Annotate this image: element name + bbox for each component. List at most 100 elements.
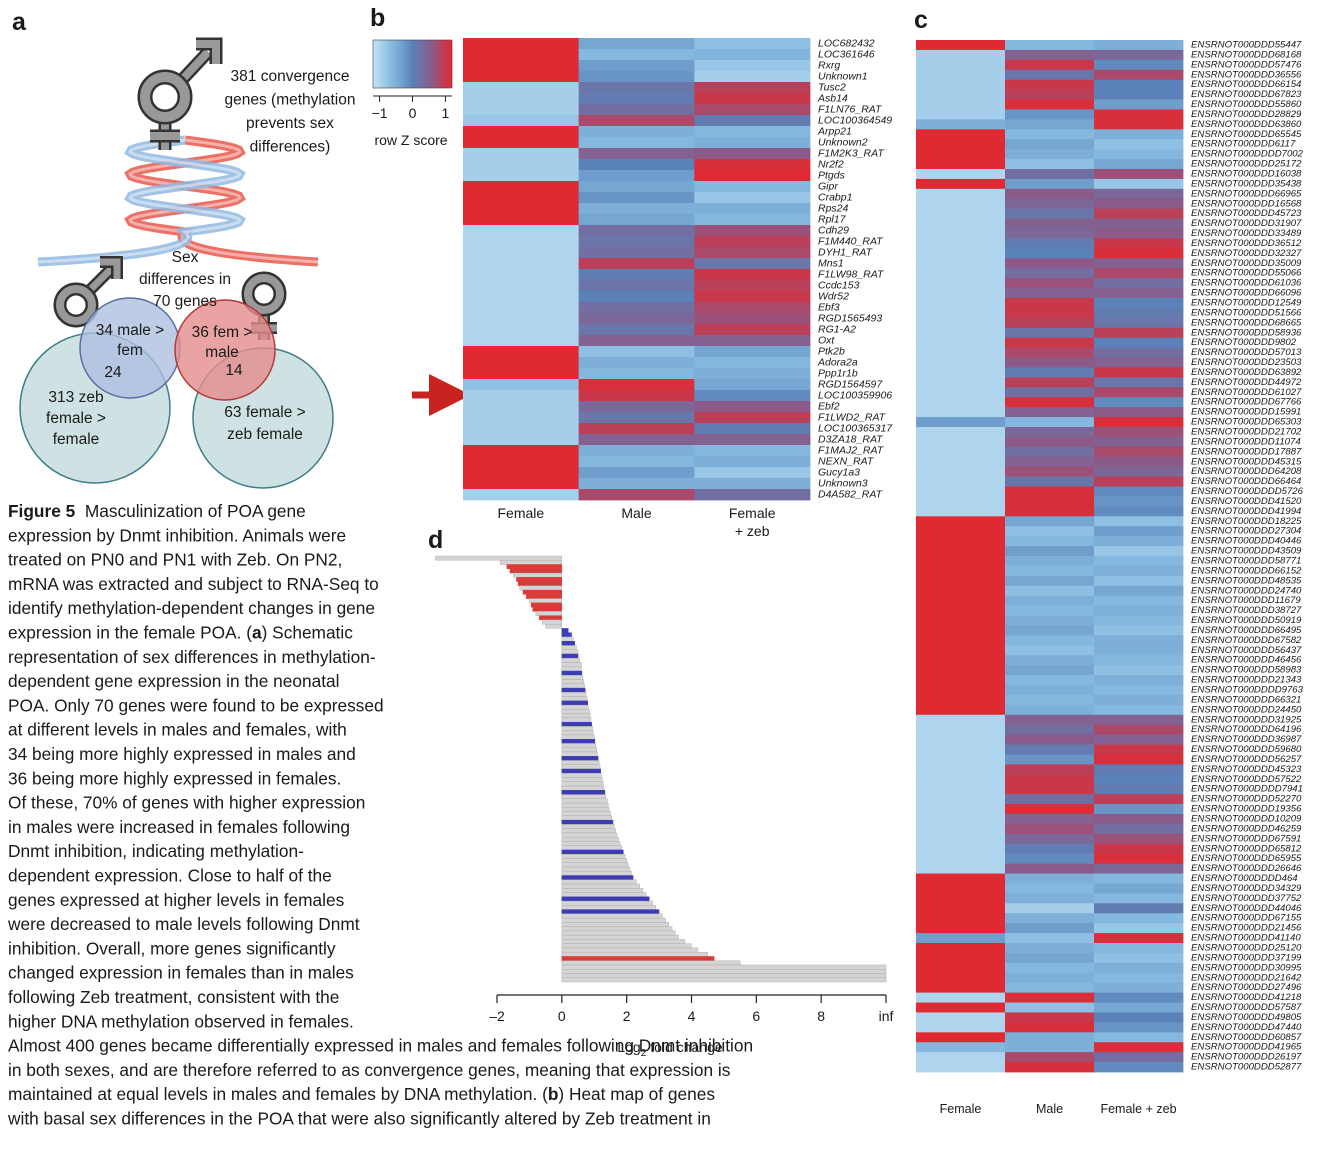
heatmap-cell xyxy=(916,953,1005,963)
heatmap-cell xyxy=(1094,278,1183,288)
heatmap-cell xyxy=(916,268,1005,278)
heatmap-cell xyxy=(916,50,1005,60)
heatmap-cell xyxy=(1094,983,1183,993)
heatmap-cell xyxy=(916,80,1005,90)
heatmap-cell xyxy=(1094,903,1183,913)
heatmap-cell xyxy=(1005,576,1094,586)
heatmap-cell xyxy=(694,467,810,478)
heatmap-cell xyxy=(1005,993,1094,1003)
heatmap-cell xyxy=(463,104,579,115)
heatmap-cell xyxy=(1005,199,1094,209)
heatmap-cell xyxy=(1005,248,1094,258)
heatmap-cell xyxy=(916,824,1005,834)
heatmap-cell xyxy=(1005,695,1094,705)
heatmap-cell xyxy=(1005,715,1094,725)
heatmap-cell xyxy=(1005,268,1094,278)
schematic-label: 313 zeb xyxy=(48,389,103,406)
heatmap-cell xyxy=(1005,735,1094,745)
heatmap-cell xyxy=(916,427,1005,437)
heatmap-cell xyxy=(916,387,1005,397)
heatmap-cell xyxy=(1005,447,1094,457)
bar xyxy=(562,956,714,960)
heatmap-cell xyxy=(1094,606,1183,616)
heatmap-cell xyxy=(1094,70,1183,80)
caption-line: treated on PN0 and PN1 with Zeb. On PN2, xyxy=(8,550,342,570)
heatmap-cell xyxy=(1005,238,1094,248)
heatmap-cell xyxy=(579,478,695,489)
heatmap-cell xyxy=(916,705,1005,715)
heatmap-cell xyxy=(1005,556,1094,566)
heatmap-cell xyxy=(579,467,695,478)
heatmap-cell xyxy=(916,854,1005,864)
heatmap-cell xyxy=(1005,100,1094,110)
schematic-label: 381 convergence xyxy=(231,68,350,85)
heatmap-cell xyxy=(916,695,1005,705)
heatmap-cell xyxy=(694,379,810,390)
caption-line: expression by Dnmt inhibition. Animals w… xyxy=(8,525,346,545)
figure: a b c d xyxy=(0,0,1337,1175)
caption-text: ) Schematic xyxy=(262,623,354,643)
x-tick-label: 0 xyxy=(558,1008,566,1024)
caption-line: mRNA was extracted and subject to RNA-Se… xyxy=(8,574,379,594)
heatmap-cell xyxy=(694,203,810,214)
heatmap-cell xyxy=(463,302,579,313)
schematic-label: Sex xyxy=(172,249,199,266)
bar xyxy=(562,871,632,875)
heatmap-cell xyxy=(463,456,579,467)
heatmap-cell xyxy=(463,269,579,280)
heatmap-cell xyxy=(694,60,810,71)
heatmap-cell xyxy=(1005,358,1094,368)
heatmap-cell xyxy=(1005,387,1094,397)
bar xyxy=(562,922,669,926)
x-tick-label: 4 xyxy=(688,1008,696,1024)
bar xyxy=(562,786,604,790)
x-tick-label: 8 xyxy=(817,1008,825,1024)
heatmap-cell xyxy=(1094,943,1183,953)
heatmap-cell xyxy=(463,181,579,192)
heatmap-cell xyxy=(1005,1042,1094,1052)
heatmap-cell xyxy=(916,179,1005,189)
heatmap-cell xyxy=(1005,60,1094,70)
bar xyxy=(542,620,561,624)
heatmap-cell xyxy=(694,236,810,247)
heatmap-cell xyxy=(1094,665,1183,675)
column-label: Female xyxy=(940,1102,982,1116)
bar xyxy=(507,565,562,569)
heatmap-cell xyxy=(1005,903,1094,913)
bar xyxy=(562,675,583,679)
heatmap-cell xyxy=(916,288,1005,298)
heatmap-cell xyxy=(694,181,810,192)
heatmap-cell xyxy=(1094,695,1183,705)
panel-label: c xyxy=(914,6,928,34)
bar xyxy=(562,697,587,701)
schematic-label: 14 xyxy=(225,362,243,379)
heatmap-cell xyxy=(1005,70,1094,80)
bar xyxy=(562,978,886,982)
heatmap-cell xyxy=(1094,348,1183,358)
heatmap-cell xyxy=(1005,338,1094,348)
caption-line: 36 being more highly expressed in female… xyxy=(8,768,341,788)
bar xyxy=(562,803,608,807)
heatmap-cell xyxy=(694,291,810,302)
heatmap-cell xyxy=(1005,645,1094,655)
bar xyxy=(531,603,562,607)
heatmap-cell xyxy=(1005,893,1094,903)
heatmap-cell xyxy=(579,192,695,203)
heatmap-cell xyxy=(1094,635,1183,645)
heatmap-cell xyxy=(1094,963,1183,973)
heatmap-cell xyxy=(579,379,695,390)
heatmap-cell xyxy=(1005,655,1094,665)
schematic: 381 convergencegenes (methylationprevent… xyxy=(20,44,355,488)
heatmap-cell xyxy=(463,137,579,148)
schematic-label: 70 genes xyxy=(153,293,217,310)
heatmap-cell xyxy=(579,456,695,467)
bar xyxy=(562,901,653,905)
heatmap-cell xyxy=(1094,933,1183,943)
heatmap-cell xyxy=(463,368,579,379)
heatmap-cell xyxy=(1005,675,1094,685)
caption-line: genes expressed at higher levels in fema… xyxy=(8,890,345,910)
heatmap-cell xyxy=(694,38,810,49)
heatmap-cell xyxy=(579,434,695,445)
heatmap-cell xyxy=(1094,377,1183,387)
bar xyxy=(562,731,593,735)
